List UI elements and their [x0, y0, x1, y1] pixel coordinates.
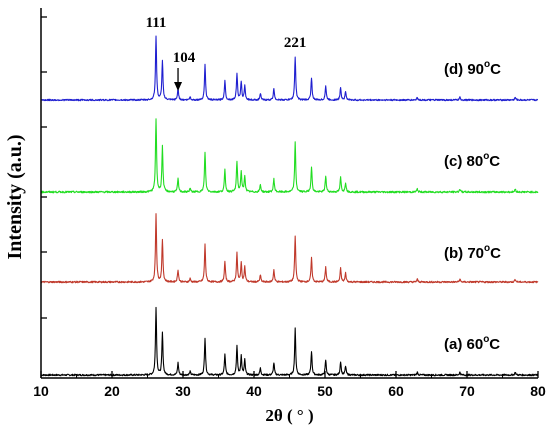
x-tick-label-10: 10 — [33, 383, 49, 399]
x-axis-title: 2θ ( ° ) — [265, 406, 313, 425]
x-tick-label-20: 20 — [104, 383, 120, 399]
x-tick-label-40: 40 — [246, 383, 262, 399]
x-tick-label-70: 70 — [459, 383, 475, 399]
series-line-3 — [40, 118, 539, 194]
x-tick-label-60: 60 — [388, 383, 404, 399]
axes-layer: 10 20 30 40 50 60 70 80 2θ ( ° ) Intensity (a.u.) — [4, 8, 546, 425]
annotation-221: 221 — [284, 35, 307, 51]
series-label-4: (d) 90oC — [444, 59, 501, 78]
x-tick-label-50: 50 — [317, 383, 333, 399]
series-label-3: (c) 80oC — [444, 151, 500, 170]
series-line-2 — [40, 213, 539, 284]
annotation-111: 111 — [146, 15, 167, 31]
series-label-1: (a) 60oC — [444, 334, 500, 353]
annotation-104: 104 — [173, 50, 196, 66]
series-layer — [40, 35, 539, 377]
annotation-arrow-head — [174, 82, 183, 91]
series-label-2: (b) 70oC — [444, 243, 501, 262]
labels-layer: (a) 60oC (b) 70oC (c) 80oC (d) 90oC 111 104 22… — [146, 15, 502, 353]
series-line-4 — [40, 35, 539, 102]
x-tick-label-80: 80 — [530, 383, 546, 399]
x-tick-label-30: 30 — [175, 383, 191, 399]
y-axis-title: Intensity (a.u.) — [4, 134, 26, 259]
